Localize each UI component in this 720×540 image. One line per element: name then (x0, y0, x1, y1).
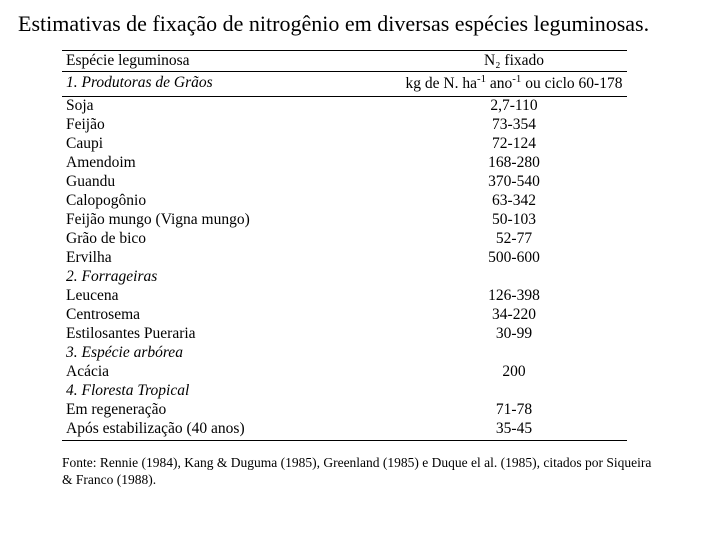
table-row: Feijão mungo (Vigna mungo)50-103 (62, 211, 627, 230)
species-cell: Grão de bico (62, 230, 401, 249)
section-1-label: 1. Produtoras de Grãos (62, 71, 401, 96)
species-cell: Leucena (62, 287, 401, 306)
value-cell (401, 382, 627, 401)
section-label: 4. Floresta Tropical (62, 382, 401, 401)
value-cell: 52-77 (401, 230, 627, 249)
species-cell: Guandu (62, 173, 401, 192)
table-row: Soja2,7-110 (62, 96, 627, 116)
value-cell: 370-540 (401, 173, 627, 192)
table-row: 4. Floresta Tropical (62, 382, 627, 401)
value-cell: 200 (401, 363, 627, 382)
source-citation: Fonte: Rennie (1984), Kang & Duguma (198… (62, 455, 662, 489)
species-cell: Calopogônio (62, 192, 401, 211)
page: Estimativas de fixação de nitrogênio em … (0, 0, 720, 489)
species-cell: Centrosema (62, 306, 401, 325)
value-cell (401, 344, 627, 363)
species-cell: Caupi (62, 135, 401, 154)
species-cell: Acácia (62, 363, 401, 382)
value-cell: 126-398 (401, 287, 627, 306)
species-cell: Feijão (62, 116, 401, 135)
value-cell: 2,7-110 (401, 96, 627, 116)
table-row: 3. Espécie arbórea (62, 344, 627, 363)
table-row: Feijão73-354 (62, 116, 627, 135)
header-species: Espécie leguminosa (62, 50, 401, 71)
value-cell: 50-103 (401, 211, 627, 230)
value-cell: 34-220 (401, 306, 627, 325)
table-row: Guandu370-540 (62, 173, 627, 192)
value-cell: 73-354 (401, 116, 627, 135)
table-row: Acácia200 (62, 363, 627, 382)
table-row: 2. Forrageiras (62, 268, 627, 287)
value-cell: 63-342 (401, 192, 627, 211)
section-label: 3. Espécie arbórea (62, 344, 401, 363)
table-row: Centrosema34-220 (62, 306, 627, 325)
table-row: Em regeneração71-78 (62, 401, 627, 420)
species-cell: Amendoim (62, 154, 401, 173)
table-body: Soja2,7-110Feijão73-354Caupi72-124Amendo… (62, 96, 627, 441)
value-cell: 500-600 (401, 249, 627, 268)
value-cell: 35-45 (401, 420, 627, 441)
value-cell: 71-78 (401, 401, 627, 420)
table-row: Ervilha500-600 (62, 249, 627, 268)
table-row: Calopogônio63-342 (62, 192, 627, 211)
species-cell: Feijão mungo (Vigna mungo) (62, 211, 401, 230)
table-row: Após estabilização (40 anos)35-45 (62, 420, 627, 441)
value-cell: 30-99 (401, 325, 627, 344)
species-cell: Estilosantes Pueraria (62, 325, 401, 344)
nitrogen-fixation-table: Espécie leguminosa N₂ fixado 1. Produtor… (62, 50, 627, 442)
table-row: Caupi72-124 (62, 135, 627, 154)
table-header-row: Espécie leguminosa N₂ fixado (62, 50, 627, 71)
table-container: Espécie leguminosa N₂ fixado 1. Produtor… (62, 50, 627, 442)
value-cell: 72-124 (401, 135, 627, 154)
section-label: 2. Forrageiras (62, 268, 401, 287)
table-subheader-row: 1. Produtoras de Grãos kg de N. ha-1 ano… (62, 71, 627, 96)
species-cell: Ervilha (62, 249, 401, 268)
table-row: Grão de bico52-77 (62, 230, 627, 249)
table-row: Leucena126-398 (62, 287, 627, 306)
header-value: N₂ fixado (401, 50, 627, 71)
page-title: Estimativas de fixação de nitrogênio em … (18, 10, 702, 38)
value-cell: 168-280 (401, 154, 627, 173)
unit-label: kg de N. ha-1 ano-1 ou ciclo 60-178 (401, 71, 627, 96)
table-row: Estilosantes Pueraria30-99 (62, 325, 627, 344)
species-cell: Após estabilização (40 anos) (62, 420, 401, 441)
species-cell: Em regeneração (62, 401, 401, 420)
value-cell (401, 268, 627, 287)
table-row: Amendoim168-280 (62, 154, 627, 173)
species-cell: Soja (62, 96, 401, 116)
